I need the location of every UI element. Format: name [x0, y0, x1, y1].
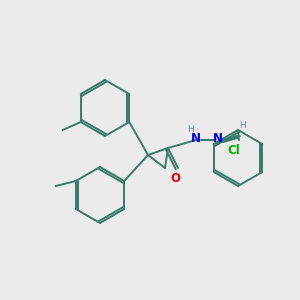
Text: H: H: [240, 122, 246, 130]
Text: N: N: [213, 131, 223, 145]
Text: Cl: Cl: [228, 143, 240, 157]
Text: O: O: [170, 172, 180, 184]
Text: H: H: [188, 125, 194, 134]
Text: N: N: [191, 131, 201, 145]
